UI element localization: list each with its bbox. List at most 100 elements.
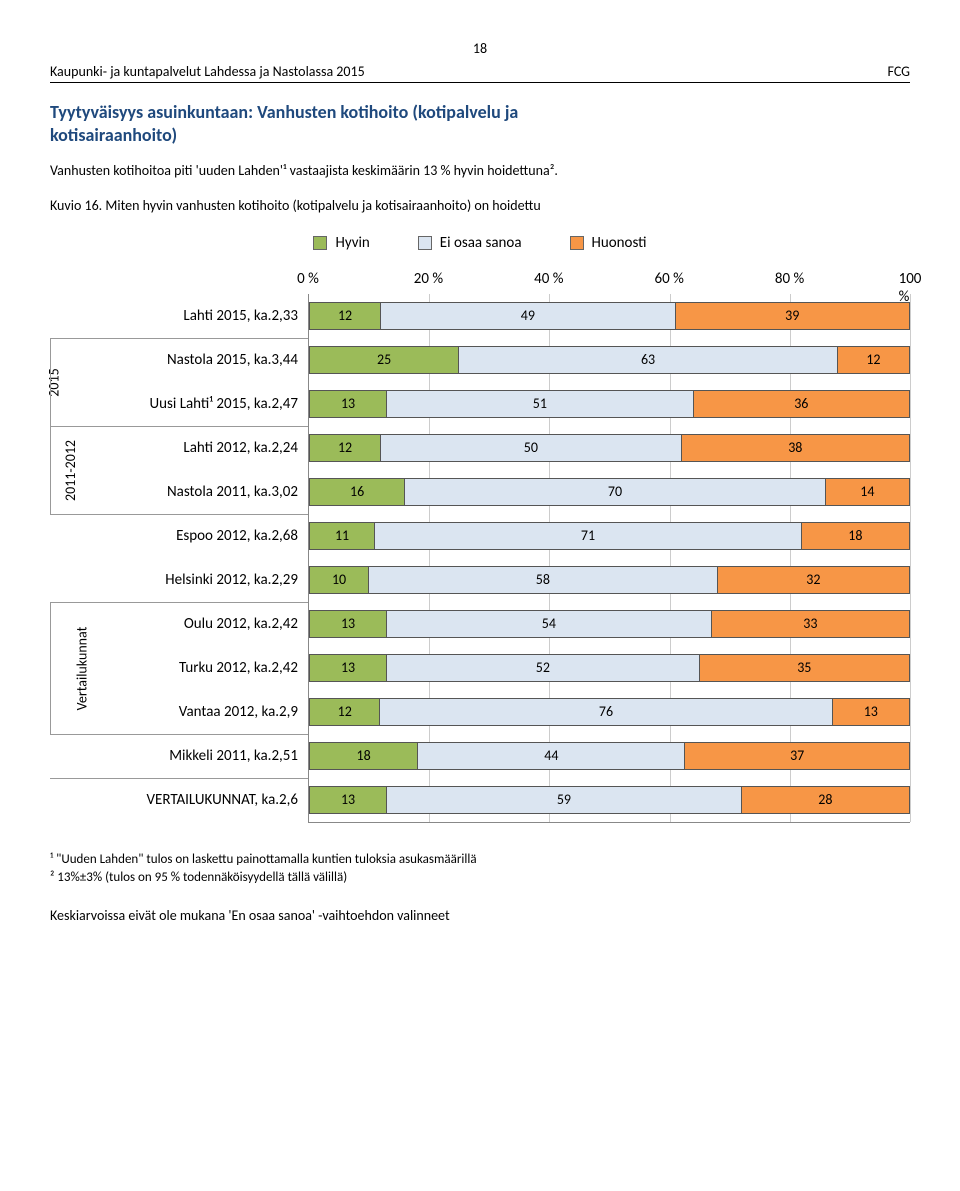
bar-segment: 13 [309,390,387,418]
bar-row: 117118 [309,514,910,558]
bar-track: 135136 [309,390,910,418]
bar-segment: 51 [387,390,694,418]
bar-track: 124939 [309,302,910,330]
bar-segment: 13 [833,698,910,726]
legend-item-hyvin: Hyvin [313,234,369,252]
x-tick: 60 % [655,270,684,288]
gridline [910,294,911,822]
row-labels-column: Lahti 2015, ka.2,33Nastola 2015, ka.3,44… [78,294,308,823]
figure-caption: Kuvio 16. Miten hyvin vanhusten kotihoit… [50,197,910,214]
legend-item-eiosaa: Ei osaa sanoa [418,234,522,252]
group-border [50,338,51,426]
bar-segment: 14 [826,478,910,506]
bar-segment: 28 [742,786,910,814]
bar-track: 127613 [309,698,910,726]
legend-swatch-huonosti [570,236,584,250]
bar-segment: 12 [309,698,380,726]
intro-text: Vanhusten kotihoitoa piti 'uuden Lahden'… [50,162,910,181]
bar-row: 124939 [309,294,910,338]
bar-row: 135235 [309,646,910,690]
bar-segment: 63 [459,346,838,374]
bar-segment: 18 [802,522,910,550]
bar-segment: 12 [838,346,910,374]
section-title: Tyytyväisyys asuinkuntaan: Vanhusten kot… [50,101,910,146]
x-tick: 20 % [414,270,443,288]
legend-label-hyvin: Hyvin [335,234,369,252]
bar-row: 135928 [309,778,910,822]
bar-track: 135928 [309,786,910,814]
bar-segment: 39 [676,302,910,330]
bar-segment: 35 [700,654,910,682]
page-number: 18 [50,40,910,57]
row-label: Helsinki 2012, ka.2,29 [78,558,308,602]
x-tick: 0 % [297,270,319,288]
row-label: Oulu 2012, ka.2,42 [78,602,308,646]
bar-segment: 11 [309,522,375,550]
bar-segment: 25 [309,346,459,374]
bar-segment: 71 [375,522,802,550]
row-label: Uusi Lahti¹ 2015, ka.2,47 [78,382,308,426]
legend-swatch-eiosaa [418,236,432,250]
bar-segment: 33 [712,610,910,638]
bar-segment: 54 [387,610,712,638]
bar-segment: 44 [418,742,685,770]
bar-segment: 13 [309,786,387,814]
bar-row: 184437 [309,734,910,778]
bar-segment: 37 [685,742,910,770]
bar-segment: 38 [682,434,910,462]
bar-segment: 12 [309,434,381,462]
group-rail: 20152011-2012Vertailukunnat [50,294,78,822]
x-tick: 40 % [534,270,563,288]
bar-row: 135136 [309,382,910,426]
bar-segment: 32 [718,566,910,594]
bar-track: 167014 [309,478,910,506]
bar-segment: 16 [309,478,405,506]
bar-track: 184437 [309,742,910,770]
page-header: Kaupunki- ja kuntapalvelut Lahdessa ja N… [50,63,910,83]
row-label: Espoo 2012, ka.2,68 [78,514,308,558]
footnote-2: ² 13%±3% (tulos on 95 % todennäköisyydel… [50,869,910,887]
group-label: 2011-2012 [62,440,79,501]
bar-track: 256312 [309,346,910,374]
group-label: 2015 [46,368,63,396]
bar-track: 117118 [309,522,910,550]
bar-segment: 10 [309,566,369,594]
bar-segment: 13 [309,654,387,682]
x-axis: 0 %20 %40 %60 %80 %100 % [50,268,910,294]
bar-segment: 18 [309,742,418,770]
bar-row: 105832 [309,558,910,602]
title-line-2: kotisairaanhoito) [50,124,910,147]
bar-row: 135433 [309,602,910,646]
x-axis-ticks: 0 %20 %40 %60 %80 %100 % [308,268,910,294]
row-label: Nastola 2011, ka.3,02 [78,470,308,514]
bar-row: 127613 [309,690,910,734]
legend-item-huonosti: Huonosti [570,234,647,252]
row-label: Turku 2012, ka.2,42 [78,646,308,690]
bar-segment: 59 [387,786,742,814]
page: 18 Kaupunki- ja kuntapalvelut Lahdessa j… [0,0,960,954]
bar-segment: 13 [309,610,387,638]
x-tick: 80 % [775,270,804,288]
bar-segment: 58 [369,566,718,594]
legend-label-huonosti: Huonosti [592,234,647,252]
header-left: Kaupunki- ja kuntapalvelut Lahdessa ja N… [50,63,365,80]
row-label: VERTAILUKUNNAT, ka.2,6 [78,778,308,822]
bar-segment: 49 [381,302,675,330]
bar-row: 167014 [309,470,910,514]
legend-label-eiosaa: Ei osaa sanoa [440,234,522,252]
bar-track: 125038 [309,434,910,462]
bar-row: 125038 [309,426,910,470]
bar-row: 256312 [309,338,910,382]
row-label: Vantaa 2012, ka.2,9 [78,690,308,734]
bottom-note: Keskiarvoissa eivät ole mukana 'En osaa … [50,907,910,924]
chart-legend: Hyvin Ei osaa sanoa Huonosti [50,234,910,252]
bar-segment: 36 [694,390,910,418]
bar-segment: 52 [387,654,700,682]
bar-segment: 50 [381,434,682,462]
bar-track: 105832 [309,566,910,594]
group-border [50,426,51,514]
bar-segment: 70 [405,478,826,506]
row-label: Lahti 2012, ka.2,24 [78,426,308,470]
footnote-1: ¹ "Uuden Lahden" tulos on laskettu paino… [50,851,910,869]
header-right: FCG [888,63,910,80]
